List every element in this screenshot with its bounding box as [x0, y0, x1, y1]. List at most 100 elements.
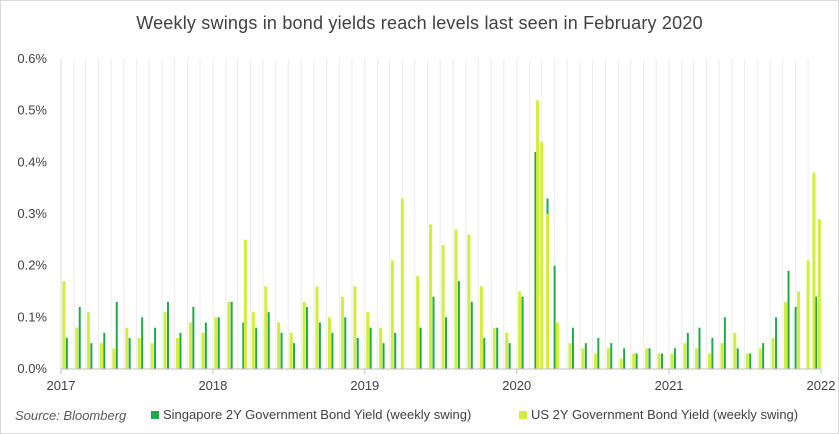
us-series [62, 100, 821, 369]
bar [540, 141, 544, 369]
bar [521, 296, 524, 369]
bar [723, 317, 726, 369]
bar [201, 332, 205, 369]
bar [720, 343, 724, 369]
bar [467, 234, 471, 369]
bar [267, 312, 270, 369]
bar [192, 307, 195, 369]
legend-item-singapore: Singapore 2Y Government Bond Yield (week… [151, 407, 471, 422]
y-tick-label: 0.0% [17, 361, 47, 376]
chart-title: Weekly swings in bond yields reach level… [136, 13, 703, 33]
legend-swatch-us [519, 411, 527, 419]
bar [457, 281, 460, 369]
bar [610, 343, 613, 369]
bar [255, 327, 258, 369]
bar [390, 260, 394, 369]
bar [277, 322, 281, 369]
bar [188, 322, 192, 369]
bar [657, 353, 661, 369]
bar [166, 301, 169, 369]
bar [695, 348, 699, 369]
bar [508, 343, 511, 369]
y-tick-label: 0.5% [17, 103, 47, 118]
bar [492, 327, 496, 369]
bar [806, 260, 810, 369]
bar [214, 317, 218, 369]
bar [568, 343, 572, 369]
singapore-series [65, 152, 818, 369]
bar [75, 327, 79, 369]
bar [179, 332, 182, 369]
bar [597, 338, 600, 369]
bar [632, 353, 636, 369]
bar [128, 338, 131, 369]
bar [318, 322, 321, 369]
bar [137, 338, 141, 369]
bar [645, 348, 649, 369]
axes [60, 59, 822, 374]
bar [496, 327, 499, 369]
bar [444, 317, 447, 369]
bar [707, 353, 711, 369]
legend-label-singapore: Singapore 2Y Government Bond Yield (week… [163, 407, 472, 422]
bar [571, 327, 574, 369]
bar [366, 312, 370, 369]
legend-item-us: US 2Y Government Bond Yield (weekly swin… [519, 407, 798, 422]
legend-label-us: US 2Y Government Bond Yield (weekly swin… [531, 407, 799, 422]
bar [419, 327, 422, 369]
bar [736, 348, 739, 369]
bar [635, 353, 638, 369]
bar [775, 317, 778, 369]
x-tick-label: 2019 [350, 378, 379, 393]
bar [661, 353, 664, 369]
bar [289, 332, 293, 369]
bar [103, 332, 106, 369]
bar [432, 296, 435, 369]
bar [280, 332, 283, 369]
bar [125, 327, 129, 369]
bar [817, 219, 821, 369]
x-tick-label: 2017 [47, 378, 76, 393]
bar [483, 338, 486, 369]
bar [65, 338, 68, 369]
bar [115, 301, 118, 369]
grid-lines [60, 59, 809, 369]
y-tick-labels: 0.0% 0.1% 0.2% 0.3% 0.4% 0.5% 0.6% [17, 51, 47, 376]
y-tick-label: 0.4% [17, 154, 47, 169]
bar [382, 343, 385, 369]
legend-swatch-singapore [151, 411, 159, 419]
bar [230, 301, 233, 369]
bar [429, 224, 433, 369]
x-tick-label: 2018 [198, 378, 227, 393]
source-note: Source: Bloomberg [15, 408, 127, 423]
bar [606, 348, 610, 369]
bar [683, 343, 687, 369]
bar [794, 307, 797, 369]
bar [293, 343, 296, 369]
x-tick-label: 2021 [655, 378, 684, 393]
bar [379, 327, 383, 369]
bar [593, 353, 597, 369]
x-tick-label: 2022 [807, 378, 836, 393]
bar [394, 332, 397, 369]
bar [686, 332, 689, 369]
bar [711, 338, 714, 369]
bar [217, 317, 220, 369]
bar [176, 338, 180, 369]
bar [99, 343, 103, 369]
bar [441, 245, 445, 369]
bar [758, 348, 762, 369]
y-tick-label: 0.1% [17, 309, 47, 324]
bar [648, 348, 651, 369]
bar [112, 348, 116, 369]
x-tick-label: 2020 [502, 378, 531, 393]
bar [771, 338, 775, 369]
bar [534, 152, 537, 369]
bar [784, 301, 788, 369]
bar [78, 307, 81, 369]
bar [454, 229, 458, 369]
bar [546, 214, 550, 369]
bar [305, 307, 308, 369]
bar [797, 291, 801, 369]
bar [553, 265, 556, 369]
